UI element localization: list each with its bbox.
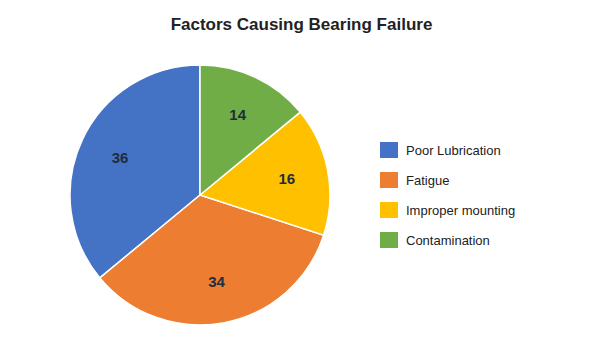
pie-slice (200, 65, 300, 195)
legend-label: Fatigue (406, 173, 449, 188)
legend-swatch (380, 232, 398, 248)
legend-label: Improper mounting (406, 203, 515, 218)
legend-swatch (380, 142, 398, 158)
legend-item: Fatigue (380, 172, 449, 188)
data-label: 36 (112, 149, 129, 166)
chart: Factors Causing Bearing Failure 36 34 16 14 P… (0, 0, 603, 352)
data-label: 34 (208, 273, 225, 290)
data-label: 16 (278, 170, 295, 187)
legend-swatch (380, 172, 398, 188)
data-labels: 36 34 16 14 (112, 106, 296, 290)
pie (70, 65, 330, 325)
title: Factors Causing Bearing Failure (171, 15, 433, 34)
legend-label: Poor Lubrication (406, 143, 501, 158)
legend-item: Improper mounting (380, 202, 515, 218)
legend: Poor Lubrication Fatigue Improper mounting… (380, 142, 515, 248)
legend-item: Poor Lubrication (380, 142, 501, 158)
legend-item: Contamination (380, 232, 490, 248)
legend-label: Contamination (406, 233, 490, 248)
data-label: 14 (229, 106, 246, 123)
legend-swatch (380, 202, 398, 218)
